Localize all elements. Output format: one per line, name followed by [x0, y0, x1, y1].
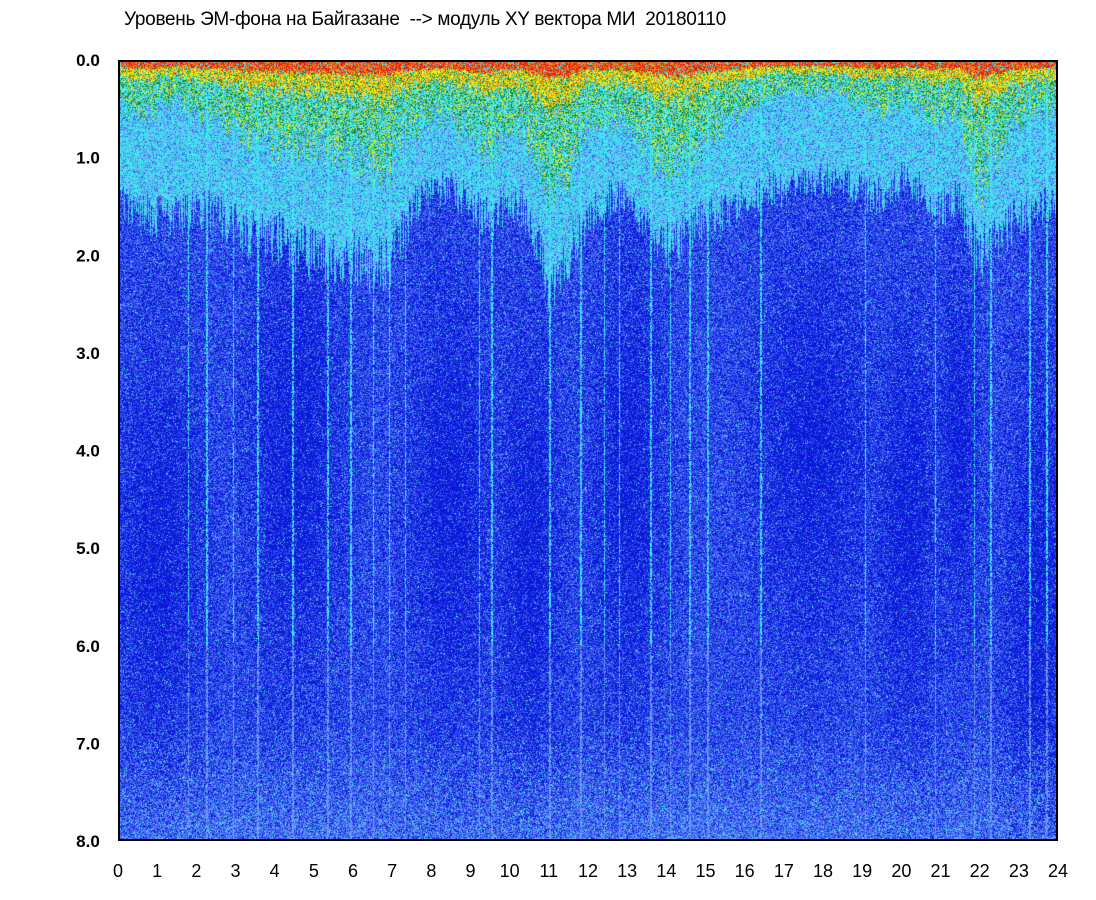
- x-tick-label: 12: [578, 861, 598, 881]
- x-tick-label: 23: [1009, 861, 1029, 881]
- x-tick-label: 17: [774, 861, 794, 881]
- plot-area: [118, 60, 1058, 841]
- y-tick-label: 8.0: [76, 832, 100, 851]
- y-tick-label: 5.0: [76, 539, 100, 558]
- x-tick-label: 21: [930, 861, 950, 881]
- y-tick-label: 4.0: [76, 442, 100, 461]
- x-tick-label: 16: [735, 861, 755, 881]
- y-tick-label: 2.0: [76, 246, 100, 265]
- x-tick-label: 15: [695, 861, 715, 881]
- x-tick-label: 4: [270, 861, 280, 881]
- x-tick-label: 0: [113, 861, 123, 881]
- y-tick-label: 1.0: [76, 149, 100, 168]
- y-tick-label: 6.0: [76, 637, 100, 656]
- y-tick-label: 7.0: [76, 734, 100, 753]
- x-tick-label: 22: [970, 861, 990, 881]
- chart-title: Уровень ЭМ-фона на Байгазане --> модуль …: [124, 9, 726, 30]
- y-tick-label: 3.0: [76, 344, 100, 363]
- x-tick-label: 24: [1048, 861, 1068, 881]
- x-tick-label: 8: [426, 861, 436, 881]
- x-tick-label: 10: [500, 861, 520, 881]
- heatmap-image: [120, 62, 1056, 839]
- x-tick-label: 3: [230, 861, 240, 881]
- x-tick-label: 2: [191, 861, 201, 881]
- x-tick-label: 14: [656, 861, 676, 881]
- x-tick-label: 5: [309, 861, 319, 881]
- x-tick-label: 9: [465, 861, 475, 881]
- x-tick-label: 7: [387, 861, 397, 881]
- x-tick-label: 20: [891, 861, 911, 881]
- x-tick-label: 18: [813, 861, 833, 881]
- x-tick-label: 11: [539, 861, 558, 881]
- x-tick-label: 6: [348, 861, 358, 881]
- x-tick-label: 19: [852, 861, 872, 881]
- x-tick-label: 13: [617, 861, 637, 881]
- y-tick-label: 0.0: [76, 51, 100, 70]
- x-tick-label: 1: [152, 861, 162, 881]
